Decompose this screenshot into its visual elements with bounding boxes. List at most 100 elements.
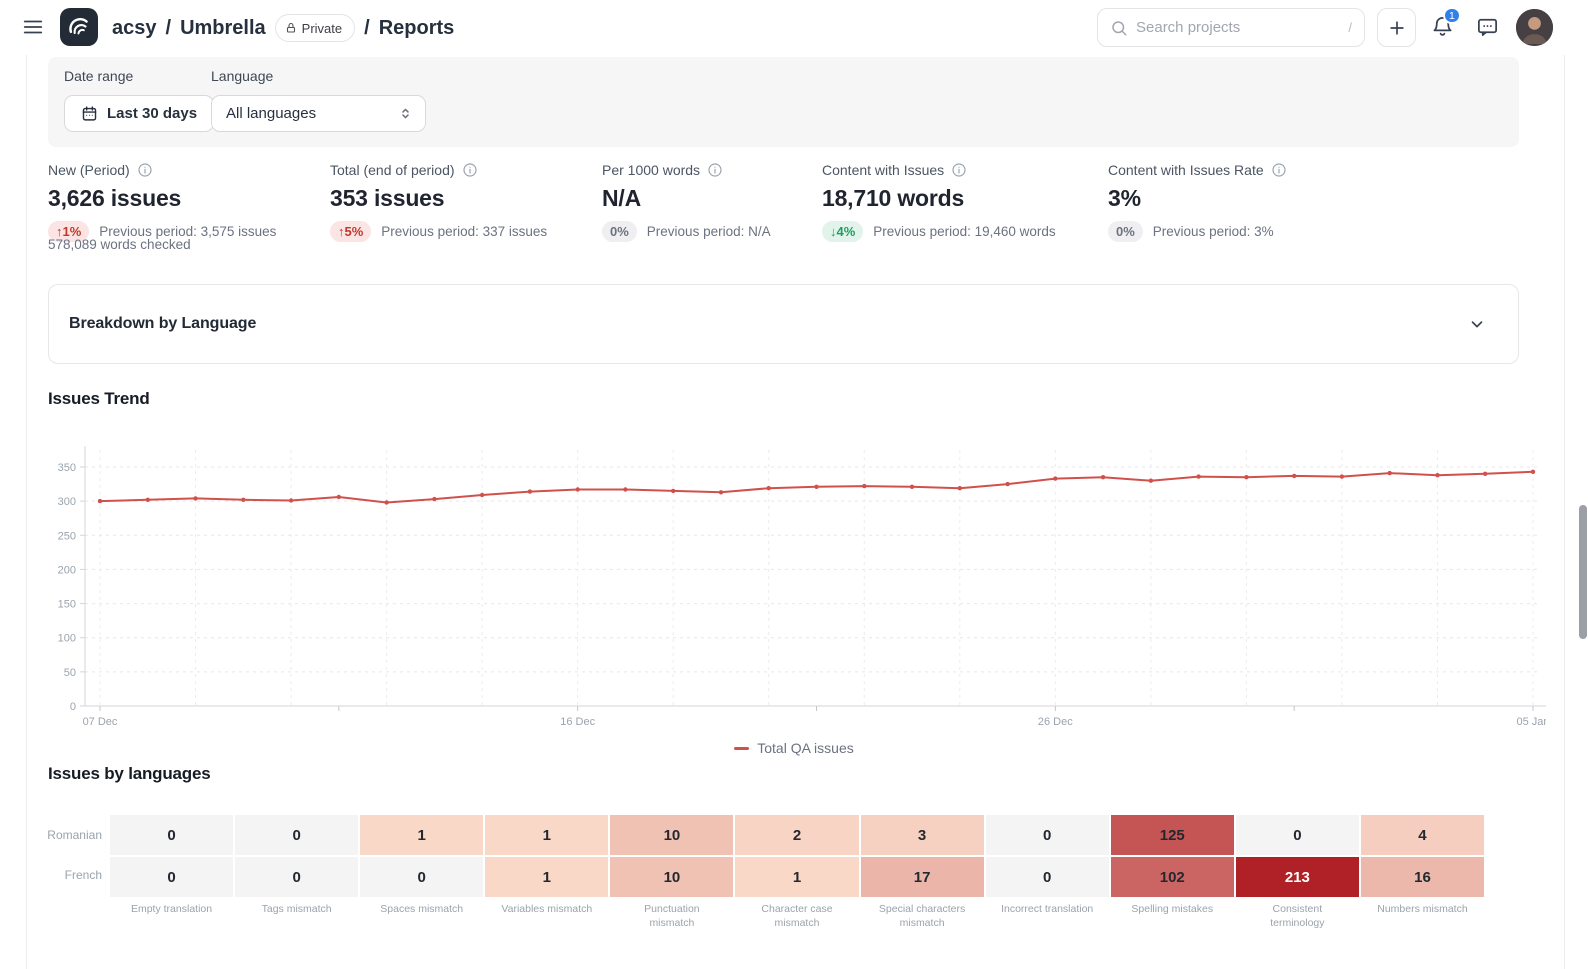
heatmap-cell-french-11: 16 xyxy=(1360,857,1484,897)
data-point xyxy=(1530,469,1536,474)
heatmap-cell-french-6: 1 xyxy=(735,857,859,897)
filters-bar: Date range Language Last 30 days All lan… xyxy=(48,57,1519,147)
data-point xyxy=(1005,481,1010,487)
heatmap-cell-french-9: 102 xyxy=(1110,857,1234,897)
date-range-button[interactable]: Last 30 days xyxy=(64,95,215,132)
heatmap-cell-romanian-4: 1 xyxy=(485,815,609,855)
data-point xyxy=(479,492,485,498)
heatmap-cell-romanian-6: 2 xyxy=(735,815,859,855)
y-tick-label: 200 xyxy=(58,564,76,576)
heatmap-cell-romanian-11: 4 xyxy=(1360,815,1484,855)
heatmap-cell-romanian-8: 0 xyxy=(985,815,1109,855)
heatmap-column-label: Spaces mismatch xyxy=(380,903,464,915)
info-icon[interactable] xyxy=(137,162,153,178)
app-logo[interactable] xyxy=(60,8,98,46)
heatmap-cell-french-10: 213 xyxy=(1235,857,1359,897)
x-tick-label: 16 Dec xyxy=(560,716,595,728)
heatmap-cell-french-4: 1 xyxy=(485,857,609,897)
chart-legend: Total QA issues xyxy=(0,740,1588,756)
heatmap-column-label: Punctuation mismatch xyxy=(644,903,700,929)
trend-badge: ↑1% xyxy=(48,221,90,242)
heatmap-cell-french-3: 0 xyxy=(360,857,484,897)
heatmap-cell-romanian-7: 3 xyxy=(860,815,984,855)
top-navigation-bar: acsy / Umbrella Private / Reports / xyxy=(0,0,1588,55)
heatmap-column-label: Spelling mistakes xyxy=(1131,903,1214,915)
trend-badge: 0% xyxy=(1108,221,1143,242)
legend-item-total-qa-issues[interactable]: Total QA issues xyxy=(734,740,854,756)
heatmap-cell-french-1: 0 xyxy=(110,857,234,897)
data-point xyxy=(1339,474,1345,479)
search-input[interactable] xyxy=(1136,19,1341,36)
scrollbar-thumb[interactable] xyxy=(1579,505,1587,639)
heatmap-column-label: Variables mismatch xyxy=(501,903,593,915)
feedback-button[interactable] xyxy=(1476,15,1500,39)
data-point xyxy=(1435,473,1440,478)
data-point xyxy=(957,486,962,491)
data-point xyxy=(1244,475,1249,480)
private-badge: Private xyxy=(274,14,356,42)
data-point xyxy=(145,497,150,502)
info-icon[interactable] xyxy=(707,162,723,178)
data-point xyxy=(288,498,294,503)
menu-icon[interactable] xyxy=(22,16,44,38)
y-tick-label: 0 xyxy=(70,701,76,713)
data-point xyxy=(1292,473,1297,479)
breadcrumb-page: Reports xyxy=(378,16,455,39)
y-tick-label: 250 xyxy=(58,530,76,542)
info-icon[interactable] xyxy=(1271,162,1287,178)
search-projects-box: / xyxy=(1097,8,1365,47)
breadcrumb-project[interactable]: Umbrella xyxy=(180,16,266,39)
trend-badge: ↓4% xyxy=(822,221,864,242)
data-point xyxy=(1053,476,1058,481)
y-tick-label: 350 xyxy=(58,462,76,474)
heatmap-column-label: Consistent terminology xyxy=(1270,903,1325,929)
heatmap-column-labels: Empty translation Tags mismatch Spaces mis… xyxy=(110,903,1484,930)
breakdown-by-language-panel[interactable]: Breakdown by Language xyxy=(48,284,1519,364)
heatmap-cell-romanian-3: 1 xyxy=(360,815,484,855)
data-point xyxy=(97,498,103,504)
stat-new-period: New (Period) 3,626 issues ↑1% Previous pe… xyxy=(48,160,276,242)
data-point xyxy=(241,497,246,502)
heatmap-column-label: Special characters mismatch xyxy=(878,903,966,929)
heatmap-cell-romanian-1: 0 xyxy=(110,815,234,855)
heatmap-row-label-french: French xyxy=(64,868,102,882)
stat-content-with-issues-rate: Content with Issues Rate 3% 0% Previous p… xyxy=(1108,160,1287,242)
trend-badge: ↑5% xyxy=(330,221,372,242)
words-checked-footnote: 578,089 words checked xyxy=(48,237,191,252)
heatmap-cell-french-7: 17 xyxy=(860,857,984,897)
notifications-button[interactable]: 1 xyxy=(1431,7,1461,39)
breadcrumb-org[interactable]: acsy xyxy=(112,16,157,39)
chevron-down-icon[interactable] xyxy=(1468,315,1486,333)
data-point xyxy=(193,496,198,501)
lock-icon xyxy=(286,22,295,33)
stat-per-1000-words: Per 1000 words N/A 0% Previous period: N/… xyxy=(602,160,771,242)
issues-by-languages-title: Issues by languages xyxy=(48,764,211,783)
chat-icon xyxy=(1478,18,1497,36)
data-point xyxy=(575,487,580,492)
data-point xyxy=(384,500,389,505)
y-tick-label: 300 xyxy=(58,496,76,508)
y-tick-label: 100 xyxy=(58,633,76,645)
language-select[interactable]: All languages xyxy=(211,95,426,132)
scrollbar-track xyxy=(1564,55,1565,969)
data-point xyxy=(671,488,676,494)
x-tick-label: 07 Dec xyxy=(83,716,118,728)
data-point xyxy=(909,484,915,489)
info-icon[interactable] xyxy=(462,162,478,178)
data-point xyxy=(766,486,771,491)
heatmap-column-label: Character case mismatch xyxy=(761,903,833,929)
calendar-icon xyxy=(82,106,97,121)
heatmap-column-label: Empty translation xyxy=(130,903,213,915)
issues-trend-title: Issues Trend xyxy=(48,389,150,408)
y-tick-label: 50 xyxy=(64,667,76,679)
data-point xyxy=(527,489,533,494)
heatmap-cell-french-2: 0 xyxy=(235,857,359,897)
heatmap-cell-romanian-5: 10 xyxy=(610,815,734,855)
avatar[interactable] xyxy=(1516,9,1553,46)
data-point xyxy=(432,496,437,502)
collapsed-sidebar xyxy=(0,55,27,969)
create-new-button[interactable] xyxy=(1377,8,1416,47)
info-icon[interactable] xyxy=(951,162,967,178)
heatmap-cell-romanian-2: 0 xyxy=(235,815,359,855)
